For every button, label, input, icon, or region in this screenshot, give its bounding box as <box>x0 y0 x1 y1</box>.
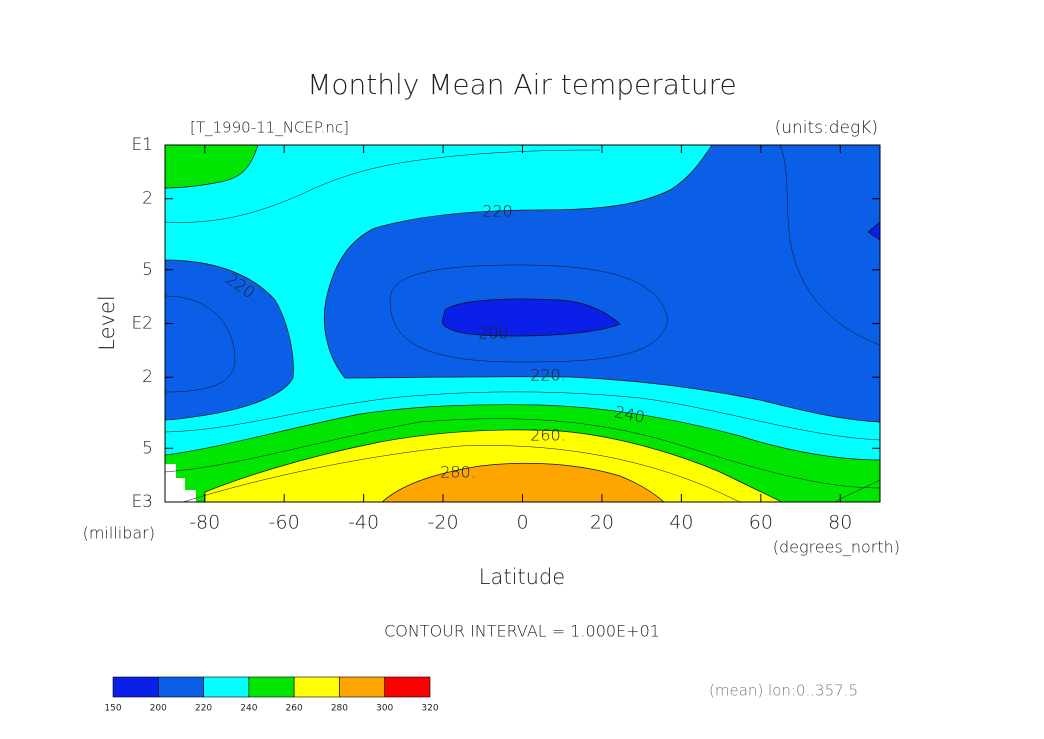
contour-label: 260. <box>530 426 566 445</box>
colorbar-cell <box>293 676 340 698</box>
footer-note: (mean) lon:0..357.5 <box>709 682 858 700</box>
colorbar-label: 220 <box>195 704 212 714</box>
x-tick-label: -40 <box>348 512 379 534</box>
x-tick-label: 0 <box>516 512 528 534</box>
contour-line <box>165 149 601 223</box>
colorbar-cell <box>248 676 295 698</box>
x-tick-label: 80 <box>828 512 852 534</box>
chart-title: Monthly Mean Air temperature <box>307 68 737 101</box>
colorbar-label: 300 <box>376 704 393 714</box>
plot-area <box>165 145 880 502</box>
colorbar-label: 260 <box>286 704 303 714</box>
contour-label: 200. <box>478 324 514 343</box>
colorbar-label: 150 <box>104 704 121 714</box>
y-tick-label: E2 <box>131 314 153 334</box>
contour-line <box>182 445 741 502</box>
contour-label: 220. <box>482 202 518 221</box>
contour-band <box>165 145 259 189</box>
contour-band <box>381 462 665 502</box>
contour-line <box>834 479 880 502</box>
y-units: (millibar) <box>83 524 155 543</box>
contour-band <box>165 259 294 421</box>
contour-interval: CONTOUR INTERVAL = 1.000E+01 <box>384 622 660 641</box>
colorbar-label: 240 <box>240 704 257 714</box>
colorbar-cell <box>384 676 431 698</box>
contour-line <box>165 295 236 393</box>
x-units: (degrees_north) <box>773 538 900 557</box>
x-tick-label: 20 <box>590 512 614 534</box>
contour-label: 280. <box>440 463 476 482</box>
contour-line <box>165 391 880 441</box>
contour-band <box>867 221 880 241</box>
missing-data <box>165 464 196 502</box>
y-axis-label: Level <box>95 295 119 350</box>
y-tick-label: 2 <box>142 367 153 387</box>
subtitle: [T_1990-11_NCEP.nc] <box>190 119 349 137</box>
x-tick-label: -20 <box>428 512 459 534</box>
y-tick-label: E3 <box>131 492 153 512</box>
x-axis-label: Latitude <box>479 565 565 589</box>
contour-line <box>779 145 880 346</box>
x-tick-label: -80 <box>189 512 220 534</box>
contour-label: 220. <box>530 366 566 385</box>
x-tick-label: 40 <box>669 512 693 534</box>
x-tick-label: 60 <box>749 512 773 534</box>
colorbar-cell <box>157 676 204 698</box>
colorbar-cell <box>112 676 159 698</box>
contour-line <box>165 418 880 489</box>
colorbar-label: 320 <box>421 704 438 714</box>
x-tick-label: -60 <box>269 512 300 534</box>
colorbar-cell <box>203 676 250 698</box>
contour-line <box>389 264 669 363</box>
colorbar-label: 280 <box>331 704 348 714</box>
contour-band <box>323 145 880 423</box>
y-tick-label: E1 <box>131 135 153 155</box>
colorbar-cell <box>339 676 386 698</box>
units: (units:degK) <box>775 118 878 138</box>
y-tick-label: 5 <box>142 438 153 458</box>
colorbar-label: 200 <box>150 704 167 714</box>
contour-fill <box>165 145 880 502</box>
y-tick-label: 2 <box>142 189 153 209</box>
y-tick-label: 5 <box>142 260 153 280</box>
contour-band <box>441 298 621 337</box>
